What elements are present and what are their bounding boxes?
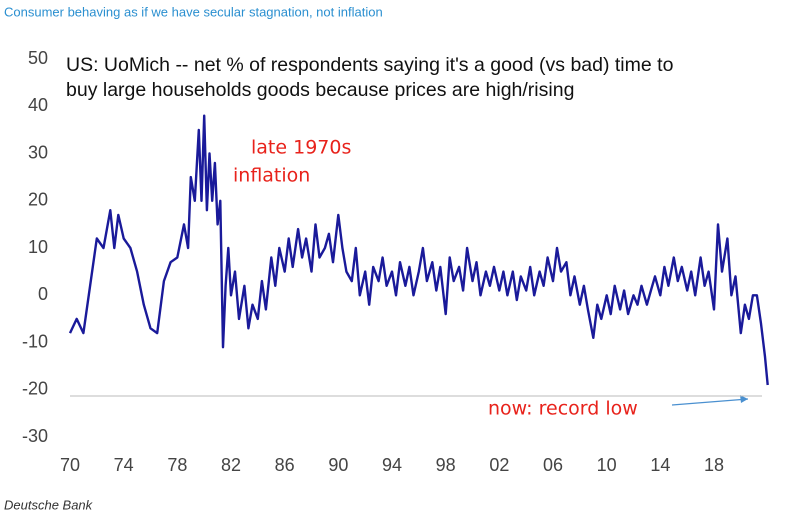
x-tick-label: 10	[597, 455, 617, 475]
y-tick-label: 40	[28, 95, 48, 115]
y-tick-label: 10	[28, 237, 48, 257]
y-tick-label: -30	[22, 426, 48, 446]
x-tick-label: 06	[543, 455, 563, 475]
x-tick-label: 18	[704, 455, 724, 475]
x-tick-label: 78	[167, 455, 187, 475]
y-tick-label: -10	[22, 331, 48, 351]
x-tick-label: 94	[382, 455, 402, 475]
chart-title: US: UoMich -- net % of respondents sayin…	[66, 54, 674, 76]
y-tick-label: 30	[28, 142, 48, 162]
x-tick-label: 02	[489, 455, 509, 475]
x-tick-label: 70	[60, 455, 80, 475]
header: Consumer behaving as if we have secular …	[4, 4, 383, 19]
x-tick-label: 74	[114, 455, 134, 475]
y-tick-label: 20	[28, 190, 48, 210]
x-tick-label: 82	[221, 455, 241, 475]
annotation: now: record low	[488, 398, 638, 420]
x-tick-label: 86	[275, 455, 295, 475]
y-tick-label: -20	[22, 379, 48, 399]
chart-title: buy large households goods because price…	[66, 79, 574, 101]
y-tick-label: 0	[38, 284, 48, 304]
annotation: late 1970s	[251, 137, 351, 159]
source: Deutsche Bank	[4, 497, 94, 512]
arrow	[671, 398, 749, 406]
arrow-head	[740, 395, 748, 403]
x-tick-label: 90	[328, 455, 348, 475]
x-tick-label: 14	[650, 455, 670, 475]
annotation: inflation	[233, 165, 310, 187]
y-tick-label: 50	[28, 48, 48, 68]
line	[68, 114, 769, 386]
x-tick-label: 98	[436, 455, 456, 475]
